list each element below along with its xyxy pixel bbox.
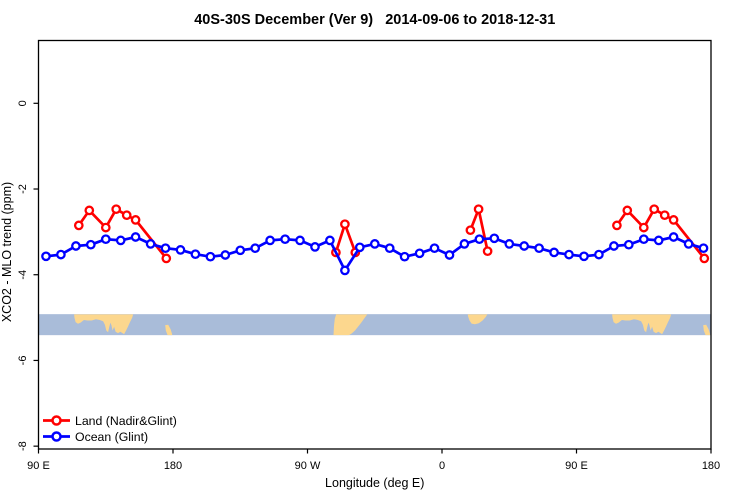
x-tick-label: 90 W <box>295 460 321 472</box>
x-tick-label: 180 <box>164 460 182 472</box>
ocean-series-point <box>369 239 380 249</box>
ocean-series-point <box>609 241 619 251</box>
ocean-series-point <box>489 233 500 244</box>
ocean-series-point <box>354 242 365 253</box>
ocean-series-point <box>653 235 664 246</box>
land-series-point <box>668 215 679 225</box>
land-series-point <box>161 253 172 264</box>
ocean-series-point <box>534 243 544 254</box>
y-axis-title: XCO2 - MLO trend (ppm) <box>0 182 14 322</box>
ocean-series-point <box>519 241 530 251</box>
land-series-point <box>465 225 476 236</box>
ocean-series-point <box>594 249 604 260</box>
ocean-series-point <box>638 234 649 245</box>
land-new-zealand <box>165 324 173 336</box>
land-series-point <box>100 222 111 233</box>
land-south-america <box>333 314 368 336</box>
ocean-series-point <box>414 248 425 259</box>
ocean-series-point <box>190 249 201 260</box>
ocean-series-point <box>41 251 51 262</box>
axes: 90 E 180 90 W 0 90 E 180 0 -2 -4 -6 -8 <box>17 100 720 472</box>
land-series-point <box>111 204 122 215</box>
ocean-series-point <box>384 243 395 254</box>
ocean-series-point <box>115 235 126 246</box>
ocean-series-point <box>100 234 111 245</box>
ocean-series-point <box>668 232 679 242</box>
ocean-series-point <box>145 239 156 249</box>
ocean-series-point <box>220 250 231 260</box>
ocean-series-point <box>160 243 171 254</box>
ocean-series-point <box>85 239 96 250</box>
ocean-series-point <box>474 234 485 245</box>
y-tick-label: 0 <box>17 100 29 106</box>
ocean-series-point <box>175 245 186 255</box>
land-series-point <box>473 204 484 215</box>
ocean-series-point <box>459 239 470 249</box>
chart-title: 40S-30S December (Ver 9) 2014-09-06 to 2… <box>194 12 555 28</box>
land-series-point <box>121 210 132 221</box>
legend-land-marker-icon <box>51 415 62 426</box>
ocean-series-point <box>698 243 709 254</box>
ocean-series-point <box>250 243 261 254</box>
y-tick-label: -4 <box>17 270 29 280</box>
ocean-series-point <box>564 249 574 260</box>
land-series-point <box>638 222 649 233</box>
land-series-point <box>622 205 633 216</box>
ocean-series-point <box>325 235 335 246</box>
legend-ocean-label: Ocean (Glint) <box>75 430 148 444</box>
ocean-series-point <box>310 242 320 252</box>
ocean-series-point <box>71 241 81 251</box>
x-tick-label: 90 E <box>565 460 588 472</box>
map-strip-lands <box>74 314 711 336</box>
land-series-point <box>340 219 350 230</box>
land-series-point <box>130 215 141 225</box>
legend: Land (Nadir&Glint) Ocean (Glint) <box>43 414 177 444</box>
x-axis-title: Longitude (deg E) <box>325 476 424 490</box>
land-series-point <box>84 205 95 216</box>
ocean-series-point <box>235 245 246 256</box>
land-series-point <box>482 246 493 257</box>
ocean-series-point <box>280 234 290 245</box>
x-tick-label: 180 <box>702 460 720 472</box>
ocean-series-point <box>340 265 350 276</box>
ocean-series-point <box>549 247 559 258</box>
land-south-africa <box>467 314 488 325</box>
land-australia <box>612 314 672 335</box>
y-tick-label: -8 <box>17 441 29 451</box>
land-australia <box>74 314 134 335</box>
map-strip-ocean <box>38 314 711 336</box>
ocean-series-point <box>504 239 515 249</box>
ocean-series-point <box>295 235 305 246</box>
legend-ocean-marker-icon <box>51 431 62 442</box>
x-tick-label: 0 <box>439 460 445 472</box>
land-series-point <box>73 220 84 231</box>
land-series-point <box>659 210 670 221</box>
legend-land-label: Land (Nadir&Glint) <box>75 414 177 428</box>
y-tick-label: -6 <box>17 356 29 366</box>
ocean-series-point <box>623 239 634 250</box>
ocean-series-point <box>399 251 410 262</box>
land-series-point <box>699 253 710 264</box>
ocean-series-point <box>579 251 589 262</box>
land-series-point <box>612 220 622 231</box>
land-series-point <box>649 204 660 215</box>
ocean-series-point <box>429 243 440 254</box>
ocean-series-point <box>265 235 275 246</box>
ocean-series-point <box>56 249 66 260</box>
x-tick-label: 90 E <box>27 460 50 472</box>
series-layer <box>41 204 710 276</box>
map-strip <box>38 314 711 336</box>
ocean-series-point <box>130 232 141 242</box>
ocean-series-point <box>683 239 694 249</box>
plot-box <box>37 39 712 450</box>
ocean-series-point <box>444 250 455 260</box>
ocean-series-point <box>205 251 216 262</box>
y-tick-label: -2 <box>17 184 29 194</box>
land-new-zealand <box>703 324 711 336</box>
